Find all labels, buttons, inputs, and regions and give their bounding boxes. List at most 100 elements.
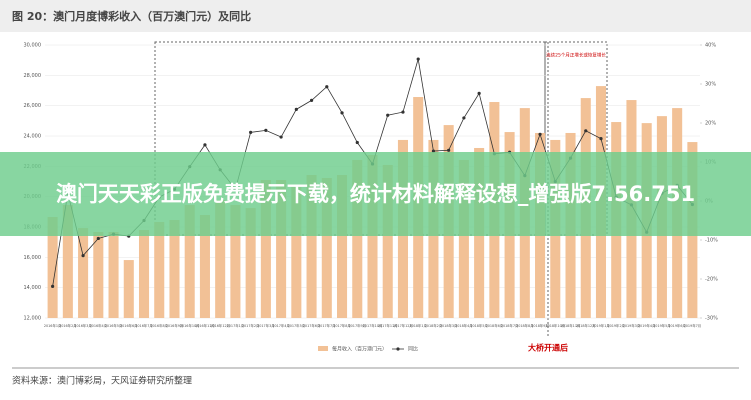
x-tick-label: 2019年5月 [653,323,671,328]
overlay-banner: 澳门天天彩正版免费提示下载，统计材料解释设想_增强版7.56.751 [0,152,751,236]
x-tick-label: 2016年4月 [90,323,108,328]
x-tick-label: 2018年2月 [425,323,443,328]
x-tick-label: 2016年6月 [120,323,138,328]
bar [306,174,317,318]
bar [169,220,180,318]
x-tick-label: 2018年9月 [531,323,549,328]
y2-tick-label: -30% [705,316,718,322]
line-point [431,149,436,153]
line-point [51,284,55,289]
y-tick-label: 12,000 [24,316,42,322]
annotation: 大桥开通后 [528,343,568,353]
chart-title: 图 20：澳门月度博彩收入（百万澳门元）及同比 [12,9,251,23]
x-tick-label: 2017年1月 [227,323,245,328]
bar [291,184,302,318]
y2-tick-label: -10% [705,238,718,244]
source: 资料来源：澳门博彩局，天风证券研究所整理 [12,375,192,387]
line-point [416,57,420,61]
y2-tick-label: 20% [705,121,716,127]
x-tick-label: 2018年3月 [440,323,458,328]
x-tick-label: 2019年2月 [607,323,625,328]
bar [123,260,134,318]
x-tick-label: 2016年2月 [59,323,77,328]
legend-swatch [396,347,400,351]
x-tick-label: 2017年8月 [333,323,351,328]
y-tick-label: 28,000 [24,73,42,79]
line-point [340,111,344,115]
line-point [203,143,207,147]
y2-tick-label: 30% [705,82,716,88]
y-tick-label: 24,000 [24,134,42,140]
line-point [599,137,603,141]
bar [458,159,469,318]
x-tick-label: 2018年10月 [545,323,565,328]
x-tick-label: 2018年1月 [409,323,427,328]
x-tick-label: 2019年1月 [592,323,610,328]
line-point [401,110,405,114]
line-point [264,128,268,133]
x-tick-label: 2016年1月 [44,323,62,328]
x-tick-label: 2018年5月 [470,323,488,328]
line-point [477,91,481,95]
line-point [386,113,390,117]
x-tick-label: 2018年8月 [516,323,534,328]
line-point [584,129,588,133]
y2-tick-label: -20% [705,277,718,283]
line-point [447,148,451,152]
x-tick-label: 2017年5月 [288,323,306,328]
x-tick-label: 2019年3月 [623,323,641,328]
x-tick-label: 2016年12月 [210,323,230,328]
x-tick-label: 2017年10月 [363,323,383,328]
line-point [81,254,85,258]
bar [154,221,165,318]
bar [352,159,363,318]
legend-swatch [318,346,328,351]
legend-label: 每月收入（百万澳门元） [332,346,387,353]
y-tick-label: 16,000 [24,255,42,261]
x-tick-label: 2016年8月 [150,323,168,328]
bar [138,230,150,318]
annotation: 连续25个月正增长或恢复增长 [546,52,606,59]
x-tick-label: 2016年11月 [195,323,215,328]
x-tick-label: 2018年7月 [501,323,519,328]
x-tick-label: 2017年7月 [318,323,336,328]
x-tick-label: 2019年6月 [668,323,686,328]
x-tick-label: 2016年10月 [180,323,200,328]
line-point [294,107,298,111]
bar [199,215,210,318]
bar [260,179,271,318]
x-tick-label: 2019年7月 [684,323,702,328]
bar [382,164,393,318]
x-tick-label: 2016年7月 [135,323,153,328]
bar [78,228,89,318]
x-tick-label: 2017年9月 [348,323,366,328]
bar [47,216,58,318]
y-tick-label: 30,000 [24,43,42,49]
line-point [309,98,314,102]
line-point [538,132,542,136]
line-point [279,135,283,139]
x-tick-label: 2017年6月 [303,323,321,328]
bar [321,178,332,318]
x-tick-label: 2018年6月 [486,323,504,328]
bar [245,208,256,318]
x-tick-label: 2019年4月 [638,323,656,328]
x-tick-label: 2017年4月 [272,323,290,328]
bar [230,205,241,318]
line-point [462,116,466,120]
x-tick-label: 2016年9月 [166,323,184,328]
x-tick-label: 2016年3月 [74,323,92,328]
y-tick-label: 14,000 [24,285,42,291]
line-point [96,236,100,241]
bar [276,179,287,318]
x-tick-label: 2017年12月 [393,323,413,328]
bar [93,232,104,318]
line-point [325,85,329,89]
x-tick-label: 2018年11月 [561,323,581,328]
y-tick-label: 26,000 [24,103,42,109]
x-tick-label: 2017年11月 [378,323,398,328]
bar [184,205,195,318]
x-tick-label: 2016年5月 [105,323,123,328]
x-tick-label: 2017年3月 [257,323,275,328]
